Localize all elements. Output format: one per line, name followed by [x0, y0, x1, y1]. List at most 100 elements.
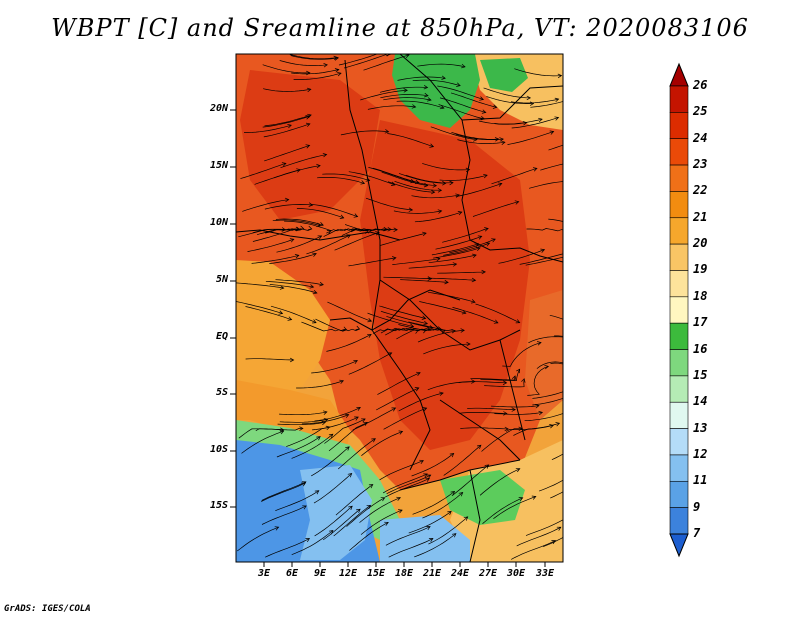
streamline-arrow — [422, 329, 427, 334]
streamline — [422, 163, 470, 171]
colorbar-label: 7 — [693, 526, 701, 540]
lon-label: 12E — [338, 568, 358, 579]
streamline — [483, 87, 531, 99]
axis-ticks — [230, 109, 546, 567]
streamline-arrow — [294, 254, 300, 259]
streamline-arrow — [279, 285, 285, 290]
streamline — [279, 60, 328, 66]
lon-label: 9E — [313, 568, 327, 579]
streamline — [269, 284, 317, 294]
streamlines — [236, 54, 591, 560]
streamline-arrow — [491, 238, 496, 243]
streamline — [317, 177, 365, 184]
streamline — [265, 280, 314, 288]
streamline-arrow — [421, 315, 427, 320]
streamline — [322, 173, 370, 181]
streamline-arrow — [344, 413, 350, 418]
streamline-arrow — [387, 352, 393, 357]
streamline-arrow — [554, 116, 560, 121]
streamline — [457, 139, 505, 144]
border-line — [399, 54, 471, 241]
streamline-arrow — [511, 375, 517, 380]
streamline-arrow — [494, 137, 500, 142]
streamline-arrow — [437, 188, 443, 193]
streamline — [379, 232, 427, 246]
streamline — [382, 473, 428, 494]
streamline — [526, 228, 563, 232]
streamline — [451, 464, 489, 496]
streamline — [293, 72, 342, 80]
border-line — [329, 289, 461, 331]
streamline — [270, 305, 317, 324]
streamline-arrow — [587, 373, 591, 376]
streamline — [263, 88, 311, 92]
streamline — [417, 63, 466, 68]
streamline-arrow — [432, 183, 438, 188]
streamline — [359, 497, 401, 523]
streamline-arrow — [461, 63, 466, 69]
streamline — [333, 505, 371, 537]
streamline-arrow — [516, 368, 521, 374]
streamline-arrow — [307, 113, 312, 119]
streamline-arrow — [515, 467, 521, 473]
streamline — [277, 421, 326, 426]
streamline-arrow — [317, 235, 323, 240]
streamline-arrow — [436, 256, 441, 262]
streamline-arrow — [544, 364, 550, 370]
streamline — [493, 496, 536, 519]
streamline-arrow — [391, 407, 397, 412]
streamline — [450, 92, 497, 108]
streamline — [530, 101, 563, 108]
streamline — [242, 199, 289, 212]
streamline-arrow — [308, 202, 314, 207]
streamline-arrow — [493, 319, 499, 324]
streamline — [419, 301, 466, 314]
streamline-arrow — [287, 316, 293, 321]
streamline — [328, 422, 368, 452]
streamline — [411, 194, 460, 199]
streamline — [337, 438, 376, 470]
streamline — [313, 473, 352, 504]
streamline-arrow — [460, 328, 465, 333]
streamline — [335, 484, 374, 516]
streamline — [412, 79, 461, 87]
streamline-arrow — [306, 70, 311, 76]
streamline — [511, 540, 556, 560]
streamline-arrow — [387, 227, 392, 232]
region-north-green — [392, 54, 480, 128]
streamline — [540, 163, 563, 171]
streamline — [491, 167, 538, 185]
streamline-arrow — [473, 137, 478, 142]
streamline-arrow — [348, 505, 353, 511]
streamline — [341, 228, 388, 236]
border-line — [371, 329, 431, 471]
streamline — [261, 482, 306, 502]
streamline — [388, 538, 434, 558]
streamline — [524, 413, 563, 422]
streamline — [379, 460, 424, 481]
streamline-arrow — [366, 504, 372, 510]
streamline — [550, 362, 563, 365]
lon-label: 27E — [478, 568, 498, 579]
lat-label: 5N — [215, 274, 228, 285]
streamline — [511, 117, 559, 129]
streamline — [513, 422, 560, 436]
streamline-arrow — [451, 328, 457, 334]
lat-label: 5S — [215, 387, 228, 398]
colorbar-segment — [669, 85, 689, 113]
streamline — [494, 118, 543, 125]
streamline-arrow — [396, 496, 401, 501]
streamline-arrow — [423, 85, 429, 90]
streamline-arrow — [296, 168, 301, 173]
colorbar-segment — [669, 428, 689, 456]
streamline — [352, 407, 396, 431]
streamline-arrow — [334, 68, 340, 73]
border-line — [499, 339, 526, 441]
streamline-arrow — [430, 189, 436, 195]
streamline — [291, 69, 339, 75]
streamline — [449, 238, 496, 254]
streamline — [430, 126, 477, 141]
streamline — [348, 352, 392, 375]
lon-label: 30E — [506, 568, 526, 579]
streamline-arrow — [296, 226, 301, 232]
